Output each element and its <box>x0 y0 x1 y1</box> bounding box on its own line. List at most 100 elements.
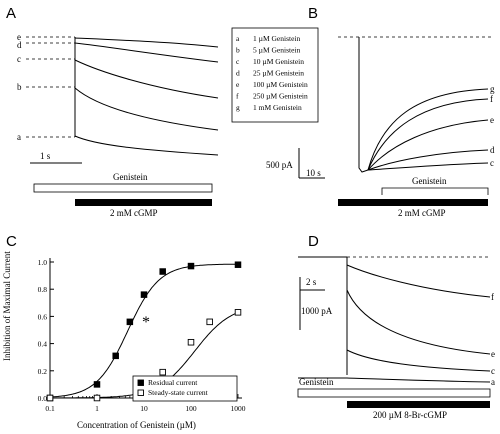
panel-b-trace-f <box>367 98 489 171</box>
panel-b-legend: a 1 µM Genistein b 5 µM Genistein c 10 µM Gen… <box>236 34 308 112</box>
legend-marker-steady-state <box>137 389 144 396</box>
trace-label-d: d <box>17 40 22 50</box>
panel-b-trace-label-c: c <box>490 158 494 168</box>
panel-b-trace-g <box>367 88 489 171</box>
panel-b-trace-d <box>367 149 489 171</box>
steady-state-point <box>187 338 195 346</box>
panel-a-trace-d <box>74 42 219 63</box>
panel-d-trace-label-e: e <box>491 349 495 359</box>
legend-text-b: 5 µM Genistein <box>253 46 300 55</box>
panel-d-traces <box>298 264 491 383</box>
panel-d-trace-label-a: a <box>491 377 495 387</box>
panel-a-genistein-bar <box>33 183 213 193</box>
y-tick-label: 0.6 <box>38 312 48 321</box>
panel-a: A e d c b a 1 s Genistein 2 mM cGMP <box>6 5 219 218</box>
panel-d-current-scale-label: 1000 pA <box>301 306 333 316</box>
y-tick-label: 0.0 <box>38 394 48 403</box>
panel-b-trace-labels: g f e d c <box>490 84 495 168</box>
x-axis-title: Concentration of Genistein (µM) <box>77 420 196 430</box>
panel-d-time-scale-label: 2 s <box>306 277 317 287</box>
residual-point <box>93 381 101 388</box>
y-axis-title: Inhibition of Maximal Current <box>2 251 12 361</box>
panel-c-plot: 0.0 0.2 0.4 0.6 0.8 1.0 0.1 1 10 100 1000 Residual … <box>38 258 246 413</box>
trace-label-a: a <box>17 132 21 142</box>
legend-key-d: d <box>236 69 240 78</box>
panel-d-trace-a <box>298 377 491 383</box>
panel-d-8br-cgmp-label: 200 µM 8-Br-cGMP <box>373 410 447 420</box>
x-tick-label: 1000 <box>231 404 246 413</box>
y-tick-label: 0.2 <box>38 367 48 376</box>
trace-label-e: e <box>17 32 21 42</box>
residual-point <box>159 268 166 275</box>
panel-a-cgmp-label: 2 mM cGMP <box>110 208 158 218</box>
panel-a-traces <box>74 37 219 156</box>
panel-b-drop <box>358 37 369 173</box>
legend-key-f: f <box>236 92 239 101</box>
panel-b-legend-box <box>231 27 319 123</box>
y-tick-label: 1.0 <box>38 258 48 267</box>
steady-state-point <box>46 394 54 402</box>
panel-d-trace-label-f: f <box>491 292 494 302</box>
legend-key-e: e <box>236 80 240 89</box>
panel-d: D f e c a 2 s 1000 pA Genistein 200 µM 8… <box>297 233 495 420</box>
legend-text-e: 100 µM Genistein <box>253 80 308 89</box>
legend-text-f: 250 µM Genistein <box>253 92 308 101</box>
panel-b-trace-label-f: f <box>490 94 493 104</box>
steady-state-point <box>234 309 242 316</box>
panel-b-genistein-label: Genistein <box>412 176 447 186</box>
residual-point <box>126 318 134 326</box>
panel-b: B a 1 µM Genistein b 5 µM Genistein c 10 µM G… <box>231 5 495 218</box>
residual-point <box>234 261 242 268</box>
x-tick-label: 10 <box>140 404 148 413</box>
x-tick-label: 1 <box>95 404 99 413</box>
panel-d-genistein-label: Genistein <box>299 377 334 387</box>
panel-b-trace-e <box>367 119 489 171</box>
steady-state-point <box>93 394 101 402</box>
x-tick-label: 0.1 <box>45 404 55 413</box>
legend-text-a: 1 µM Genistein <box>253 34 300 43</box>
legend-text-c: 10 µM Genistein <box>253 57 304 66</box>
residual-point <box>187 262 195 270</box>
legend-text-g: 1 mM Genistein <box>253 103 302 112</box>
panel-a-trace-a <box>74 135 219 156</box>
panel-d-trace-e <box>346 289 491 355</box>
legend-key-b: b <box>236 46 240 55</box>
panel-d-trace-c <box>346 349 491 372</box>
panel-a-trace-labels: e d c b a <box>17 32 22 142</box>
panel-b-traces <box>358 37 489 173</box>
panel-a-time-scale-label: 1 s <box>40 151 51 161</box>
legend-key-c: c <box>236 57 240 66</box>
y-tick-label: 0.4 <box>38 340 48 349</box>
chart-legend-box <box>132 375 238 402</box>
residual-point <box>140 291 148 298</box>
panel-d-label: D <box>308 233 319 250</box>
panel-b-time-scale-label: 10 s <box>306 168 321 178</box>
trace-label-b: b <box>17 82 22 92</box>
panel-a-genistein-label: Genistein <box>113 172 148 182</box>
panel-b-trace-label-e: e <box>490 115 494 125</box>
panel-a-trace-e <box>74 37 219 48</box>
legend-key-g: g <box>236 103 240 112</box>
panel-a-trace-b <box>74 87 219 131</box>
panel-c: C Inhibition of Maximal Current Concentr… <box>2 233 246 430</box>
panel-a-trace-c <box>74 59 219 99</box>
panel-b-trace-label-d: d <box>490 145 495 155</box>
steady-state-point <box>206 318 213 326</box>
residual-point <box>112 352 119 360</box>
panel-b-cgmp-label: 2 mM cGMP <box>398 208 446 218</box>
legend-key-a: a <box>236 34 240 43</box>
panel-d-8br-cgmp-bar <box>347 401 490 408</box>
legend-label-residual: Residual current <box>148 378 198 387</box>
panel-a-baseline-dashes <box>26 36 75 138</box>
panel-b-genistein-bar <box>381 187 489 195</box>
panel-b-trace-c <box>367 162 489 171</box>
panel-b-label: B <box>308 5 318 22</box>
x-tick-label: 100 <box>185 404 197 413</box>
panel-a-cgmp-bar <box>75 199 212 206</box>
residual-fit-curve <box>49 263 238 398</box>
panel-d-trace-labels: f e c a <box>491 292 495 387</box>
legend-text-d: 25 µM Genistein <box>253 69 304 78</box>
panel-b-current-scale-label: 500 pA <box>266 160 293 170</box>
steady-state-point <box>159 368 166 376</box>
